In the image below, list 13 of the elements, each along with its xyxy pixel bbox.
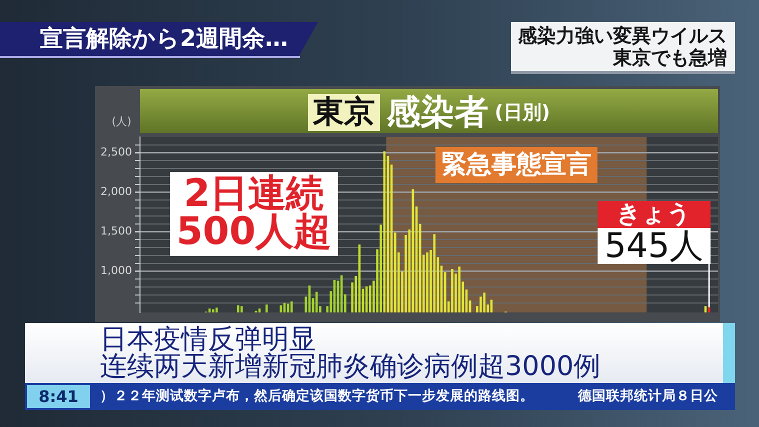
y-tick-label: 1,500	[100, 224, 132, 238]
y-tick-label: 2,500	[100, 146, 132, 159]
text: ）２２年测试数字卢布，然后确定该国数字货币下一步发展的路线图。	[100, 387, 534, 406]
y-axis-title: (人)	[112, 114, 132, 128]
annotation: 緊急事態宣言	[441, 150, 592, 178]
y-tick-label: 1,000	[100, 264, 132, 278]
text: 東京でも急増	[612, 47, 727, 69]
text: 德国联邦统计局８日公	[578, 387, 718, 406]
annotation: 2日連続 500人超	[176, 170, 332, 253]
text: 感染力強い変異ウイルス	[517, 25, 727, 47]
text: 宣言解除から2週間余…	[40, 25, 288, 54]
y-tick-label: 2,000	[100, 185, 132, 198]
annotation: きょう 545人	[604, 200, 704, 266]
